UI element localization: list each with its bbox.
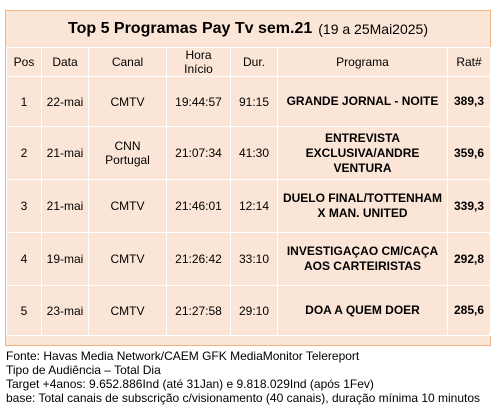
footnotes: Fonte: Havas Media Network/CAEM GFK Medi… — [6, 349, 480, 405]
footnote-source: Fonte: Havas Media Network/CAEM GFK Medi… — [6, 349, 360, 363]
title-main: Top 5 Programas Pay Tv sem.21 — [67, 20, 313, 37]
cell-programa: INVESTIGAÇAO CM/CAÇA AOS CARTEIRISTAS — [277, 232, 448, 286]
footnote-base: base: Total canais de subscrição c/visio… — [6, 391, 481, 405]
cell-programa: DOA A QUEM DOER — [277, 285, 448, 336]
col-header-programa: Programa — [277, 47, 448, 77]
col-header-pos: Pos — [6, 47, 42, 77]
cell-rat: 292,8 — [447, 232, 491, 286]
cell-data: 21-mai — [41, 126, 89, 180]
cell-pos: 5 — [6, 285, 42, 336]
footnote-target: Target +4anos: 9.652.886Ind (até 31Jan) … — [6, 377, 374, 391]
cell-dur: 12:14 — [230, 179, 278, 233]
cell-pos: 4 — [6, 232, 42, 286]
table-row: 4 19-mai CMTV 21:26:42 33:10 INVESTIGAÇA… — [6, 232, 491, 286]
cell-hora: 21:26:42 — [166, 232, 231, 286]
table-row: 2 21-mai CNN Portugal 21:07:34 41:30 ENT… — [6, 126, 491, 180]
table-row: 1 22-mai CMTV 19:44:57 91:15 GRANDE JORN… — [6, 76, 491, 127]
cell-data: 21-mai — [41, 179, 89, 233]
col-header-rat: Rat# — [447, 47, 491, 77]
ranking-table: Pos Data Canal Hora Início Dur. Programa… — [6, 47, 491, 336]
table-header-row: Pos Data Canal Hora Início Dur. Programa… — [6, 47, 491, 77]
cell-data: 19-mai — [41, 232, 89, 286]
cell-programa: ENTREVISTA EXCLUSIVA/ANDRE VENTURA — [277, 126, 448, 180]
cell-dur: 41:30 — [230, 126, 278, 180]
cell-pos: 2 — [6, 126, 42, 180]
cell-rat: 359,6 — [447, 126, 491, 180]
cell-hora: 21:07:34 — [166, 126, 231, 180]
cell-rat: 285,6 — [447, 285, 491, 336]
cell-canal: CNN Portugal — [88, 126, 167, 180]
cell-programa: DUELO FINAL/TOTTENHAM X MAN. UNITED — [277, 179, 448, 233]
cell-canal: CMTV — [88, 285, 167, 336]
cell-data: 22-mai — [41, 76, 89, 127]
cell-pos: 1 — [6, 76, 42, 127]
footnote-audience-type: Tipo de Audiência – Total Dia — [6, 363, 161, 377]
table-title: Top 5 Programas Pay Tv sem.21 (19 a 25Ma… — [6, 11, 490, 47]
col-header-canal: Canal — [88, 47, 167, 77]
cell-hora: 21:27:58 — [166, 285, 231, 336]
cell-rat: 339,3 — [447, 179, 491, 233]
cell-canal: CMTV — [88, 179, 167, 233]
cell-data: 23-mai — [41, 285, 89, 336]
ranking-card: Top 5 Programas Pay Tv sem.21 (19 a 25Ma… — [5, 10, 491, 346]
cell-rat: 389,3 — [447, 76, 491, 127]
cell-dur: 29:10 — [230, 285, 278, 336]
cell-hora: 21:46:01 — [166, 179, 231, 233]
cell-dur: 33:10 — [230, 232, 278, 286]
table-row: 3 21-mai CMTV 21:46:01 12:14 DUELO FINAL… — [6, 179, 491, 233]
col-header-dur: Dur. — [230, 47, 278, 77]
col-header-data: Data — [41, 47, 89, 77]
cell-programa: GRANDE JORNAL - NOITE — [277, 76, 448, 127]
cell-canal: CMTV — [88, 232, 167, 286]
cell-canal: CMTV — [88, 76, 167, 127]
cell-hora: 19:44:57 — [166, 76, 231, 127]
col-header-hora: Hora Início — [166, 47, 231, 77]
cell-dur: 91:15 — [230, 76, 278, 127]
title-date-range: (19 a 25Mai2025) — [318, 21, 428, 37]
table-row: 5 23-mai CMTV 21:27:58 29:10 DOA A QUEM … — [6, 285, 491, 336]
cell-pos: 3 — [6, 179, 42, 233]
